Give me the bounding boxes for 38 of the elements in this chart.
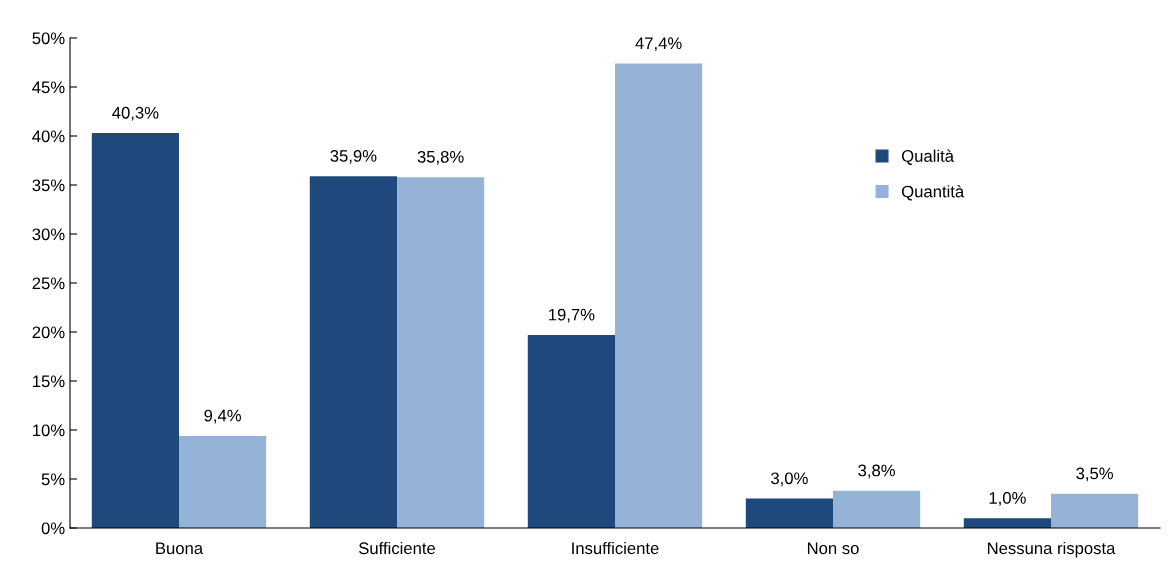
bar [833, 490, 921, 528]
y-tick-label: 10% [33, 424, 65, 437]
data-label: 19,7% [549, 308, 595, 323]
data-label: 1,0% [989, 491, 1026, 506]
x-tick-label: Insufficiente [572, 541, 659, 555]
y-tick-label: 20% [32, 326, 65, 339]
data-label: 35,8% [417, 150, 464, 165]
y-tick-label: 25% [32, 277, 65, 290]
legend-label: Quantità [901, 185, 965, 201]
bar [615, 63, 703, 528]
data-label: 47,4% [635, 37, 682, 52]
bar [745, 498, 833, 528]
data-label: 40,3% [112, 106, 159, 121]
bar [397, 177, 485, 528]
bar [527, 334, 615, 528]
x-tick-label: Sufficiente [358, 541, 436, 555]
x-tick-label: Buona [156, 542, 204, 555]
data-label: 35,9% [330, 149, 377, 164]
bar [91, 133, 179, 528]
bar [1051, 493, 1139, 528]
y-tick-label: 45% [32, 81, 65, 94]
y-tick-label: 50% [32, 32, 65, 45]
legend-label: Qualità [901, 149, 955, 165]
y-tick-label: 5% [41, 473, 65, 486]
bar [179, 435, 267, 528]
y-tick-label: 30% [32, 228, 65, 241]
data-label: 3,5% [1076, 467, 1113, 482]
data-label: 3,8% [858, 464, 895, 479]
y-tick-label: 40% [32, 130, 65, 143]
bar [309, 176, 397, 528]
x-tick-label: Nessuna risposta [987, 541, 1116, 558]
y-tick-label: 15% [33, 375, 65, 388]
y-tick-label: 35% [32, 179, 65, 192]
data-label: 3,0% [771, 472, 808, 487]
data-label: 9,4% [204, 409, 241, 424]
y-tick-label: 0% [41, 522, 65, 535]
x-tick-label: Non so [807, 542, 859, 555]
bar [963, 518, 1051, 528]
